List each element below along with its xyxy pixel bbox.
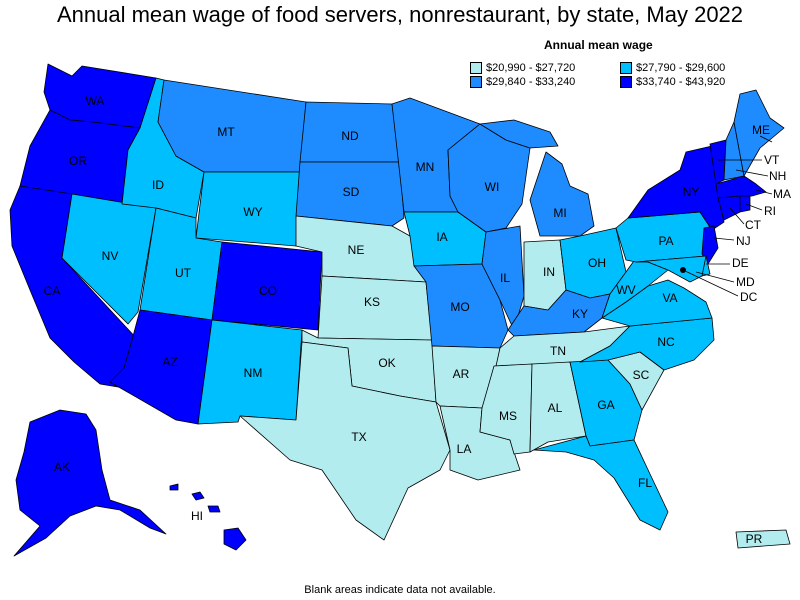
leader-dc [682,269,739,297]
label-NV: NV [102,249,119,263]
legend-swatch-bin-1 [620,62,632,74]
label-IN: IN [543,265,555,279]
state-NJ[interactable] [701,225,719,265]
map-title: Annual mean wage of food servers, nonres… [56,2,744,27]
label-OK: OK [378,356,395,370]
legend-item-bin-0: $20,990 - $27,720 [470,62,620,74]
label-NC: NC [657,335,675,349]
label-WA: WA [86,94,105,108]
label-VT: VT [764,153,780,167]
label-NE: NE [348,243,365,257]
legend-item-bin-1: $27,790 - $29,600 [620,62,790,74]
label-WI: WI [485,180,500,194]
state-ME[interactable] [733,89,785,177]
legend: Annual mean wage $20,990 - $27,720 $27,7… [470,38,790,88]
leader-ct [729,207,745,225]
label-ID: ID [152,178,164,192]
label-ND: ND [341,129,359,143]
label-HI: HI [191,509,203,523]
label-OH: OH [588,256,606,270]
label-NJ: NJ [736,234,751,248]
label-TX: TX [351,430,366,444]
label-IL: IL [500,271,510,285]
label-RI: RI [764,204,776,218]
state-MI[interactable] [529,151,595,237]
label-MS: MS [499,409,517,423]
label-TN: TN [550,344,566,358]
label-AL: AL [548,401,563,415]
state-NC[interactable] [579,317,715,371]
leader-ma [755,189,773,195]
label-IA: IA [436,230,447,244]
label-MD: MD [736,275,755,289]
legend-label-bin-0: $20,990 - $27,720 [486,62,576,74]
label-FL: FL [638,476,652,490]
label-SD: SD [343,185,360,199]
label-MO: MO [450,300,469,314]
state-HI[interactable] [223,527,247,551]
label-PA: PA [658,234,673,248]
footnote: Blank areas indicate data not available. [304,584,496,596]
leader-ri [745,203,763,211]
label-MI: MI [553,206,566,220]
label-DE: DE [732,256,749,270]
state-SD[interactable] [295,161,405,227]
state-AK[interactable] [13,409,167,557]
label-CA: CA [44,284,61,298]
label-DC: DC [740,290,758,304]
legend-swatch-bin-2 [470,76,482,88]
label-KS: KS [364,295,380,309]
legend-title: Annual mean wage [544,38,653,52]
state-MD[interactable] [635,255,707,283]
label-ME: ME [752,123,770,137]
state-PR[interactable] [735,529,791,549]
legend-swatch-bin-0 [470,62,482,74]
legend-item-bin-2: $29,840 - $33,240 [470,76,620,88]
label-AK: AK [54,460,70,474]
label-MA: MA [773,187,791,201]
leader-me [759,135,773,143]
leader-md [695,271,735,283]
label-AR: AR [453,367,470,381]
legend-label-bin-3: $33,740 - $43,920 [636,76,726,88]
state-HI-islands [169,483,221,513]
label-LA: LA [457,442,472,456]
label-MT: MT [217,125,235,139]
legend-item-bin-3: $33,740 - $43,920 [620,76,790,88]
state-CO[interactable] [211,241,323,331]
label-NH: NH [769,169,786,183]
state-FL[interactable] [533,435,669,531]
label-AZ: AZ [162,355,177,369]
leader-nj [713,237,735,241]
label-WY: WY [243,205,262,219]
label-GA: GA [597,398,614,412]
label-CT: CT [745,218,762,232]
label-WV: WV [616,283,635,297]
label-NY: NY [683,185,700,199]
dc-marker [680,267,686,273]
leader-nh [735,169,769,177]
legend-label-bin-2: $29,840 - $33,240 [486,76,576,88]
state-MI-up [479,119,559,149]
label-UT: UT [175,266,192,280]
label-VA: VA [662,291,677,305]
legend-swatch-bin-3 [620,76,632,88]
label-KY: KY [572,307,588,321]
state-RI[interactable] [739,195,751,213]
state-AL[interactable] [529,361,587,453]
label-OR: OR [69,154,87,168]
label-SC: SC [633,368,650,382]
label-PR: PR [746,532,763,546]
state-TX[interactable] [239,341,451,541]
legend-label-bin-1: $27,790 - $29,600 [636,62,726,74]
label-NM: NM [244,366,263,380]
label-MN: MN [416,160,435,174]
label-CO: CO [259,284,277,298]
